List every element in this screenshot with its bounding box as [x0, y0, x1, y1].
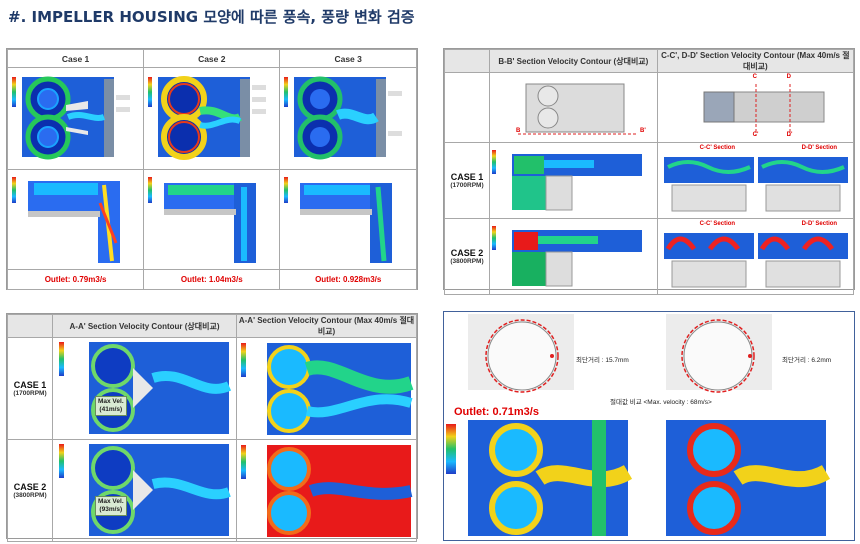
cc-dd-geometry: C D C' D': [656, 72, 855, 143]
c-prime-mark: C': [752, 131, 759, 138]
case-2-c-section-label: C-C' Section: [699, 221, 736, 227]
outlet-flow-value: Outlet: 0.71m3/s: [454, 406, 539, 418]
case-1-bb-contour: [488, 142, 658, 219]
section-aa-panel: A-A' Section Velocity Contour (상대비교) A-A…: [6, 313, 418, 542]
case-1-top-contour: [6, 67, 145, 170]
section-bb-cc-panel: B-B' Section Velocity Contour (상대비교) C-C…: [443, 48, 855, 295]
aa-case-1-relative-contour: Max Vel. (41m/s): [51, 337, 238, 440]
case-1-c-section-label: C-C' Section: [699, 145, 736, 151]
aa-case-1-maxvel: Max Vel. (41m/s): [94, 396, 127, 416]
cc-dd-section-header: C-C', D-D' Section Velocity Contour (Max…: [656, 49, 855, 73]
case-3-header: Case 3: [279, 49, 417, 68]
absolute-comparison-label: 절대값 비교 <Max. velocity : 68m/s>: [610, 399, 712, 406]
b-prime-mark: B': [639, 127, 646, 134]
case-comparison-panel: Case 1 Case 2 Case 3: [6, 48, 418, 290]
case-2-top-contour: [143, 67, 281, 170]
case-2-header: Case 2: [143, 49, 281, 68]
case-1-outlet: Outlet: 0.79m3/s: [6, 269, 145, 290]
c-mark: C: [752, 73, 758, 80]
case-1-header: Case 1: [6, 49, 145, 68]
aa-relative-header: A-A' Section Velocity Contour (상대비교): [51, 314, 238, 338]
case-1-side-contour: [6, 169, 145, 270]
bb-section-geometry: B B': [488, 72, 658, 143]
aa-case-1-absolute-contour: [236, 337, 417, 440]
shortest-distance-1: 최단거리 : 15.7mm: [576, 357, 629, 364]
case-2-cc-dd-contour: C-C' Section D-D' Section: [656, 218, 855, 295]
distance-comparison-panel: 최단거리 : 15.7mm 최단거리 : 6.2mm 절대값 비교 <Max. …: [443, 311, 855, 541]
case-2-d-section-label: D-D' Section: [801, 221, 838, 227]
case-1-cc-dd-contour: C-C' Section D-D' Section: [656, 142, 855, 219]
page-title: #. IMPELLER HOUSING 모양에 따른 풍속, 풍량 변화 검증: [8, 8, 415, 26]
b-mark: B: [515, 127, 521, 134]
shortest-distance-2: 최단거리 : 6.2mm: [782, 357, 832, 364]
case-2-bb-contour: [488, 218, 658, 295]
case-1-row-label: CASE 1 (1700RPM): [444, 142, 490, 219]
aa-case-1-row-label: CASE 1 (1700RPM): [7, 337, 53, 440]
case-1-d-section-label: D-D' Section: [801, 145, 838, 151]
case-3-side-contour: [279, 169, 417, 270]
bb-section-header: B-B' Section Velocity Contour (상대비교): [488, 49, 658, 73]
case-2-side-contour: [143, 169, 281, 270]
aa-case-2-absolute-contour: [236, 439, 417, 542]
case-3-outlet: Outlet: 0.928m3/s: [279, 269, 417, 290]
aa-case-2-maxvel: Max Vel. (93m/s): [94, 496, 127, 516]
case-2-outlet: Outlet: 1.04m3/s: [143, 269, 281, 290]
case-3-top-contour: [279, 67, 417, 170]
aa-absolute-header: A-A' Section Velocity Contour (Max 40m/s…: [236, 314, 417, 338]
d-mark: D: [786, 73, 792, 80]
d-prime-mark: D': [786, 131, 793, 138]
aa-case-2-relative-contour: Max Vel. (93m/s): [51, 439, 238, 542]
aa-case-2-row-label: CASE 2 (3800RPM): [7, 439, 53, 542]
case-2-row-label: CASE 2 (3800RPM): [444, 218, 490, 295]
